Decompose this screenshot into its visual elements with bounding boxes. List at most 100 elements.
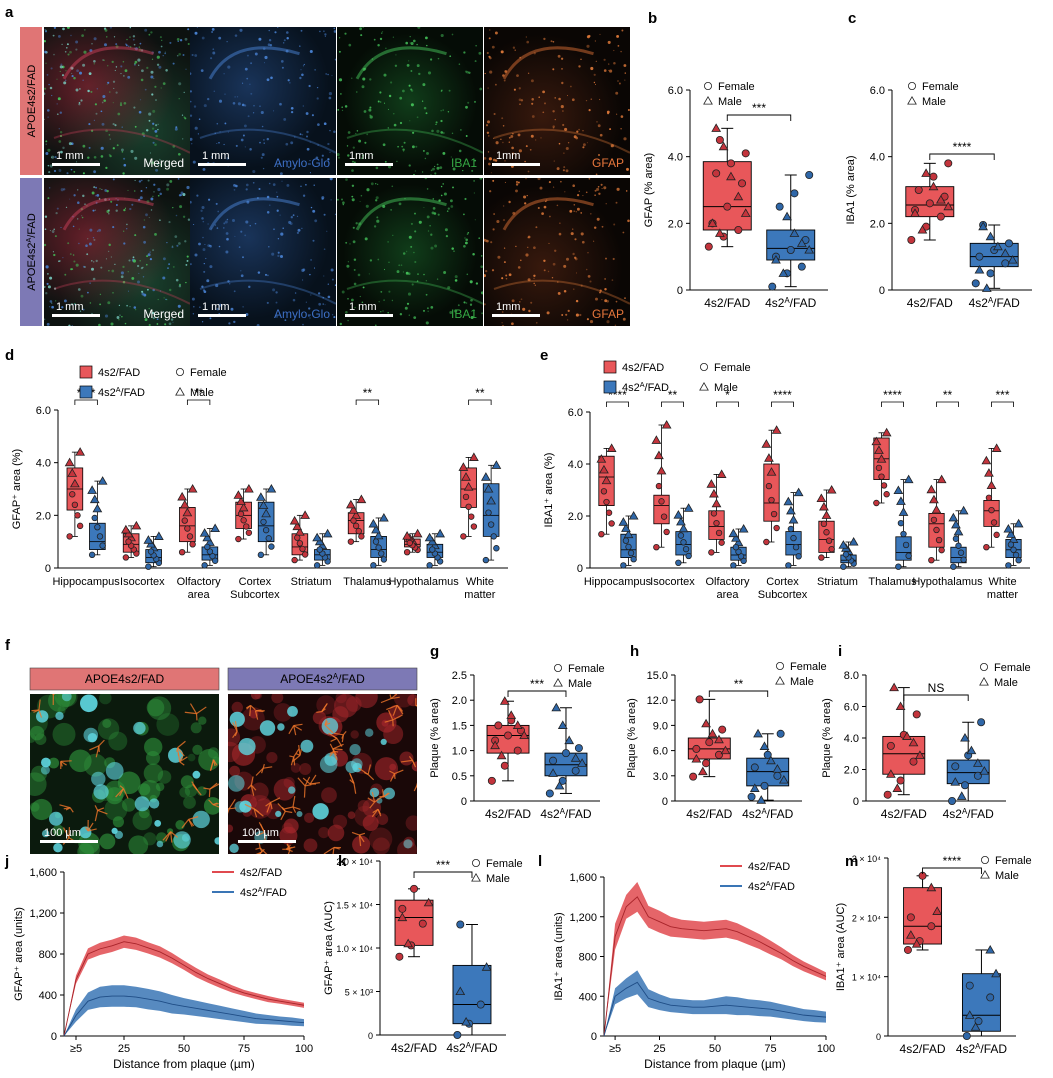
- speckle: [104, 189, 108, 192]
- speckle: [126, 304, 128, 307]
- speckle: [110, 256, 112, 258]
- data-point-female: [350, 517, 357, 524]
- speckle: [236, 96, 239, 98]
- speckle: [309, 159, 311, 162]
- speckle: [493, 112, 496, 116]
- speckle: [96, 194, 100, 197]
- speckle: [168, 221, 171, 224]
- speckle: [377, 44, 380, 47]
- speckle: [425, 280, 427, 282]
- scale-bar-label: 100 µm: [242, 827, 279, 839]
- speckle: [422, 309, 426, 312]
- speckle: [588, 109, 591, 112]
- y-tick-label: 15.0: [647, 670, 668, 682]
- astrocyte-process: [377, 809, 382, 817]
- speckle: [484, 72, 486, 75]
- speckle: [153, 183, 156, 186]
- speckle: [56, 78, 58, 80]
- data-point-male: [766, 467, 777, 476]
- speckle: [49, 187, 51, 189]
- speckle: [525, 253, 529, 257]
- speckle: [210, 57, 213, 60]
- speckle: [108, 212, 110, 215]
- speckle: [285, 142, 289, 146]
- plaque-layer: 100 µm: [228, 694, 417, 854]
- speckle: [490, 172, 492, 174]
- speckle: [51, 302, 53, 304]
- speckle: [427, 310, 429, 313]
- significance-label: **: [363, 386, 373, 400]
- speckle: [289, 222, 293, 226]
- speckle: [178, 52, 182, 56]
- speckle: [266, 211, 270, 214]
- x-category-label: 4s2/FAD: [391, 1041, 437, 1055]
- data-point-male: [606, 443, 617, 452]
- speckle: [376, 219, 380, 223]
- speckle: [430, 169, 433, 172]
- speckle: [339, 322, 343, 326]
- speckle: [383, 102, 386, 104]
- scale-bar-label: 1 mm: [56, 301, 84, 313]
- data-point-female: [975, 252, 984, 261]
- y-tick-label: 0: [51, 1031, 57, 1043]
- data-point-female: [732, 544, 740, 551]
- speckle: [211, 30, 214, 34]
- tissue-arc: [199, 279, 336, 305]
- data-point-male: [929, 494, 939, 504]
- speckle: [324, 304, 326, 306]
- speckle: [149, 152, 151, 154]
- speckle: [382, 310, 384, 312]
- data-point-female: [380, 556, 388, 563]
- data-point-female: [805, 170, 814, 179]
- speckle: [344, 32, 347, 35]
- speckle: [207, 97, 210, 101]
- speckle: [377, 258, 380, 261]
- data-point-female: [378, 550, 385, 557]
- speckle: [344, 105, 348, 108]
- speckle: [44, 215, 48, 218]
- glia-blob: [146, 698, 165, 717]
- speckle: [624, 297, 626, 299]
- data-point-female: [605, 509, 613, 516]
- speckle: [624, 72, 627, 74]
- speckle: [478, 237, 480, 239]
- data-point-male: [778, 774, 789, 784]
- speckle: [480, 265, 483, 268]
- astrocyte-process: [411, 760, 417, 768]
- data-point-female: [896, 776, 905, 785]
- data-point-female: [795, 553, 802, 560]
- astrocyte-process: [413, 786, 417, 792]
- speckle: [431, 211, 435, 215]
- data-point-male: [89, 494, 100, 504]
- glia-blob: [362, 815, 379, 831]
- speckle: [290, 141, 294, 145]
- speckle: [394, 64, 398, 67]
- speckle: [469, 303, 473, 306]
- astrocyte-process: [208, 799, 214, 805]
- astrocyte-process: [293, 748, 300, 758]
- speckle: [59, 70, 61, 72]
- speckle: [408, 164, 411, 167]
- y-tick-label: 5 × 10³: [345, 988, 373, 998]
- speckle: [607, 40, 611, 44]
- speckle: [327, 295, 331, 299]
- speckle: [80, 294, 84, 298]
- speckle: [54, 235, 57, 238]
- speckle: [409, 35, 411, 38]
- speckle: [590, 98, 593, 100]
- speckle: [530, 134, 534, 138]
- speckle: [596, 217, 600, 221]
- speckle: [127, 75, 131, 79]
- speckle: [603, 58, 606, 61]
- speckle: [280, 60, 284, 63]
- significance-bracket: [716, 401, 739, 407]
- speckle: [273, 228, 275, 231]
- speckle: [118, 304, 121, 307]
- speckle: [323, 122, 327, 126]
- data-point-female: [951, 762, 960, 771]
- data-point-female: [957, 549, 965, 556]
- data-point-male: [548, 768, 558, 777]
- speckle: [230, 307, 234, 311]
- speckle: [116, 144, 119, 147]
- speckle: [534, 284, 536, 286]
